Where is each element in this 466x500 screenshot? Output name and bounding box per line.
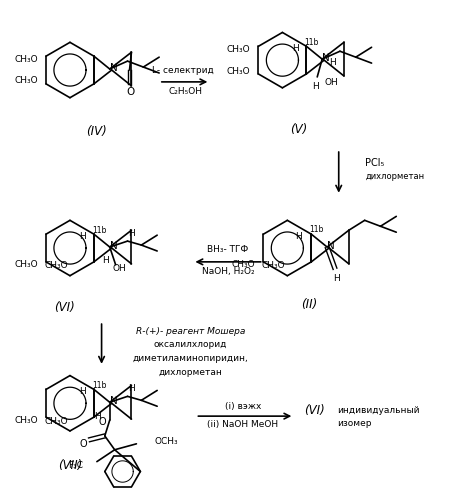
Text: H: H: [103, 256, 109, 266]
Text: (II): (II): [301, 298, 317, 311]
Text: N: N: [110, 63, 117, 73]
Text: H: H: [79, 387, 86, 396]
Text: дихлорметан: дихлорметан: [158, 368, 222, 377]
Text: CH₃O: CH₃O: [14, 54, 38, 64]
Text: CH₃O: CH₃O: [227, 45, 251, 54]
Text: N: N: [110, 396, 117, 406]
Text: CH₃O: CH₃O: [227, 66, 251, 76]
Text: H: H: [312, 82, 319, 92]
Text: H: H: [334, 274, 340, 283]
Text: CH₃O: CH₃O: [262, 262, 285, 270]
Text: диметиламинопиридин,: диметиламинопиридин,: [133, 354, 248, 364]
Text: (ii) NaOH MeOH: (ii) NaOH MeOH: [207, 420, 279, 428]
Text: H: H: [295, 232, 302, 240]
Text: F₃C: F₃C: [68, 461, 83, 470]
Text: CH₃O: CH₃O: [232, 260, 255, 270]
Text: (IV): (IV): [86, 125, 107, 138]
Text: H: H: [329, 58, 336, 66]
Text: CH₃O: CH₃O: [14, 76, 38, 86]
Text: CH₃O: CH₃O: [14, 260, 38, 270]
Text: (i) вэжх: (i) вэжх: [225, 402, 261, 410]
Text: CH₃O: CH₃O: [14, 416, 38, 424]
Text: H: H: [128, 384, 135, 393]
Text: H: H: [292, 44, 298, 53]
Text: NaOH, H₂O₂: NaOH, H₂O₂: [202, 268, 254, 276]
Text: OH: OH: [113, 264, 126, 274]
Text: OCH₃: OCH₃: [154, 438, 178, 446]
Text: 11b: 11b: [304, 38, 319, 47]
Text: CH₃O: CH₃O: [44, 416, 68, 426]
Text: L- селектрид: L- селектрид: [152, 66, 213, 74]
Text: (V): (V): [291, 123, 308, 136]
Text: (VII): (VII): [58, 459, 82, 472]
Text: дихлорметан: дихлорметан: [365, 172, 425, 182]
Text: индивидуальный: индивидуальный: [337, 406, 419, 414]
Text: (VI): (VI): [304, 404, 325, 416]
Text: 11b: 11b: [92, 381, 106, 390]
Text: PCl₅: PCl₅: [365, 158, 384, 168]
Text: C₂H₅OH: C₂H₅OH: [169, 88, 203, 96]
Text: N: N: [110, 241, 117, 251]
Text: изомер: изомер: [337, 418, 371, 428]
Text: (VI): (VI): [54, 301, 75, 314]
Text: CH₃O: CH₃O: [44, 262, 68, 270]
Text: N: N: [327, 241, 335, 251]
Text: O: O: [98, 417, 106, 427]
Text: 11b: 11b: [309, 224, 324, 234]
Text: OH: OH: [324, 78, 338, 88]
Text: оксалилхлорид: оксалилхлорид: [154, 340, 227, 349]
Text: 11b: 11b: [92, 226, 106, 234]
Text: H: H: [79, 232, 86, 240]
Text: O: O: [126, 87, 135, 97]
Text: H: H: [95, 412, 101, 420]
Text: N: N: [322, 53, 330, 63]
Text: BH₃- ТГФ: BH₃- ТГФ: [207, 246, 249, 254]
Text: O: O: [79, 439, 87, 449]
Text: R-(+)- реагент Мошера: R-(+)- реагент Мошера: [136, 326, 245, 336]
Text: H: H: [128, 228, 135, 237]
